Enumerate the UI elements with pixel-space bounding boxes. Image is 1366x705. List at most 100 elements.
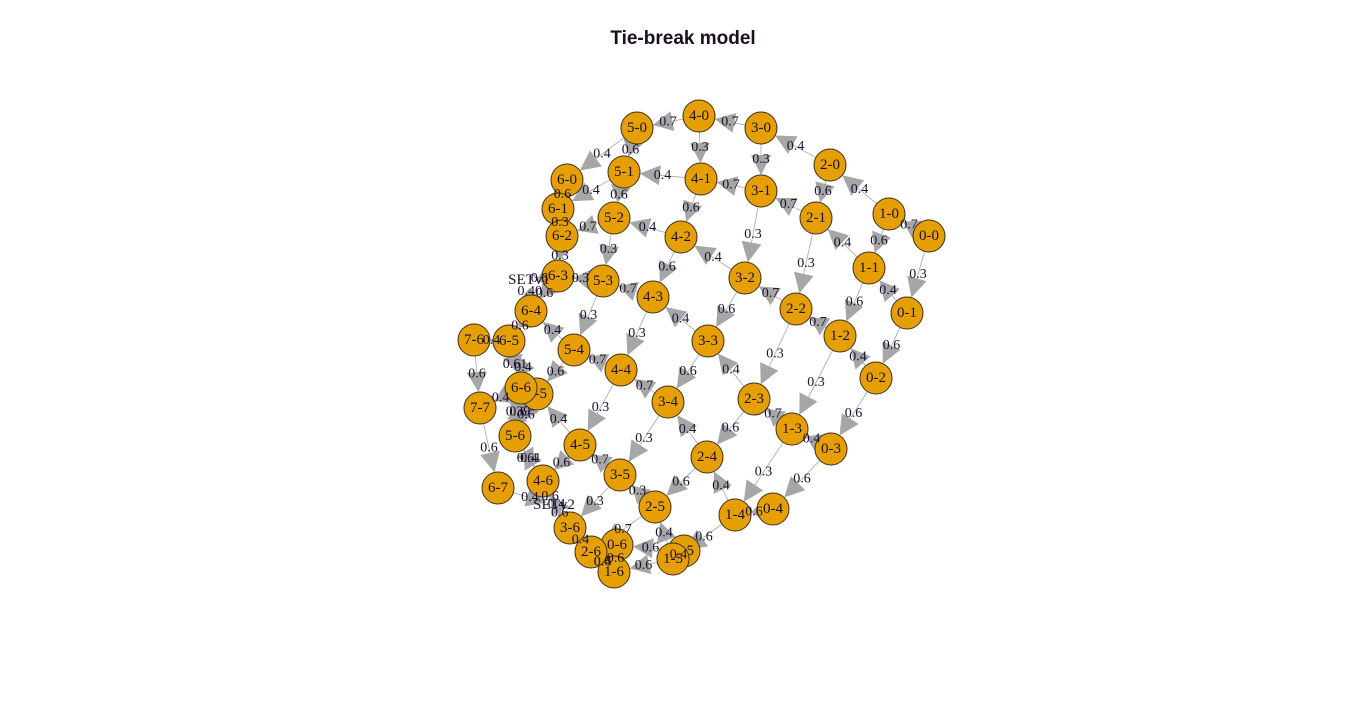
node-label: 2-0 [820,157,840,173]
edge-probability-label: 0.6 [870,234,888,249]
edge-probability-label: 0.3 [628,326,646,341]
node-circle [799,201,833,235]
node-1-0: 1-0 [872,197,906,231]
edge-1-2-to-1-3 [808,350,834,398]
edge-probability-label: 0.4 [550,412,568,427]
edge-arrowhead [632,538,654,559]
edge-arrowhead [666,474,688,496]
edge-5-1-to-6-1 [589,179,611,192]
edge-probability-label: 0.6 [695,530,713,545]
node-7-7: 7-7 [463,391,497,425]
edge-arrowhead [573,269,591,290]
edge-0-1-to-1-1 [891,295,897,302]
node-circle [492,324,526,358]
edge-2-3-to-2-4 [729,411,745,430]
node-circle [682,99,716,133]
edge-arrowhead [815,181,835,203]
edge-probability-label: 0.6 [845,406,863,421]
edge-2-4-to-2-5 [680,467,696,483]
node-3-2: 3-2 [728,261,762,295]
node-circle [498,419,532,453]
edge-probability-label: 0.7 [900,218,918,233]
edge-probability-label: 0.3 [752,152,770,167]
edge-probability-label: 0.6 [509,405,527,420]
edge-probability-label: 0.4 [548,497,566,512]
edge-3-1-to-3-2 [751,206,759,243]
edge-4-5-to-5-5 [559,421,570,434]
edge-probability-label: 0.3 [592,400,610,415]
node-4-6: 4-6 [526,464,560,498]
edge-6-7-to-setv2 [513,492,528,498]
edge-probability-label: 0.4 [639,220,657,235]
edge-2-4-to-3-4 [688,431,699,445]
edge-0-2-to-0-3 [849,391,868,419]
edge-probability-label: 0.6 [635,558,653,573]
node-circle [684,162,718,196]
edge-5-4-to-5-5 [559,361,565,367]
node-setv2: SETv2 [533,497,575,513]
edge-7-6-to-7-7 [475,355,478,373]
node-label: 3-1 [751,183,771,199]
edge-probability-label: 0.4 [521,490,539,505]
edge-probability-label: 0.3 [797,256,815,271]
node-circle [744,174,778,208]
edge-probability-label: 0.39 [506,405,531,420]
node-2-2: 2-2 [779,292,813,326]
node-circle [553,511,587,545]
node-2-3: 2-3 [737,382,771,416]
node-circle [607,155,641,189]
node-label: SETv2 [533,497,575,513]
edge-probability-label: 0.3 [635,431,653,446]
edge-7-7-to-6-7 [483,423,491,453]
node-label: 2-1 [806,210,826,226]
edge-3-2-to-4-2 [711,256,732,270]
node-circle [656,542,690,576]
edge-probability-label: 0.4 [593,147,611,162]
edge-arrowhead [578,312,598,336]
edge-probability-label: 0.4 [679,422,697,437]
edge-arrowhead [466,371,487,393]
edge-probability-label: 0.4 [712,479,730,494]
edge-probability-label: 0.6 [594,555,612,570]
node-label: 1-2 [830,328,850,344]
node-label: 1-0 [879,206,899,222]
edge-probability-label: 0.3 [600,242,618,257]
node-5-0: 5-0 [620,111,654,145]
node-0-0: 0-0 [912,219,946,253]
node-label: 2-6 [581,544,601,560]
node-label: 5-4 [564,342,584,358]
edge-probability-label: 0.4 [803,432,821,447]
edge-probability-label: 0.6 [672,475,690,490]
edge-arrowhead [872,230,891,253]
node-label: 1-4 [725,507,745,523]
node-label: 3-2 [735,270,755,286]
nodes-layer: 0-0 1-0 2-0 3-0 4-0 5-0 6-0 0-1 1-1 2-1 3-1 4-1 5-1 6… [457,99,946,589]
node-circle [481,471,515,505]
edge-arrowhead [717,353,739,376]
edge-probability-label: 0.3 [909,267,927,282]
edge-0-2-to-1-2 [862,362,866,367]
edge-arrowhead [842,175,865,196]
node-1-4: 1-4 [718,498,752,532]
edge-arrowhead [579,150,602,171]
edge-probability-label: 0.7 [619,282,637,297]
node-3-5: 3-5 [603,458,637,492]
edge-probability-label: 0.4 [879,283,897,298]
edge-arrowhead [629,218,652,238]
edge-probability-label: 0.7 [591,453,609,468]
node-label: 6-2 [552,228,572,244]
edge-probability-label: 0.6 [531,271,549,286]
edge-probability-label: 0.7 [659,115,677,130]
node-circle [651,385,685,419]
edge-probability-label: 0.6 [541,489,559,504]
edge-probability-label: 0.6 [883,338,901,353]
edge-arrowhead [634,379,657,399]
edge-arrowhead [631,485,651,505]
node-4-1: 4-1 [684,162,718,196]
edge-2-2-to-2-3 [768,323,790,367]
node-label: 3-4 [658,394,678,410]
edge-arrowhead [714,113,737,133]
node-circle [545,219,579,253]
edge-arrowhead [571,182,595,202]
edge-1-0-to-1-1 [881,228,884,235]
